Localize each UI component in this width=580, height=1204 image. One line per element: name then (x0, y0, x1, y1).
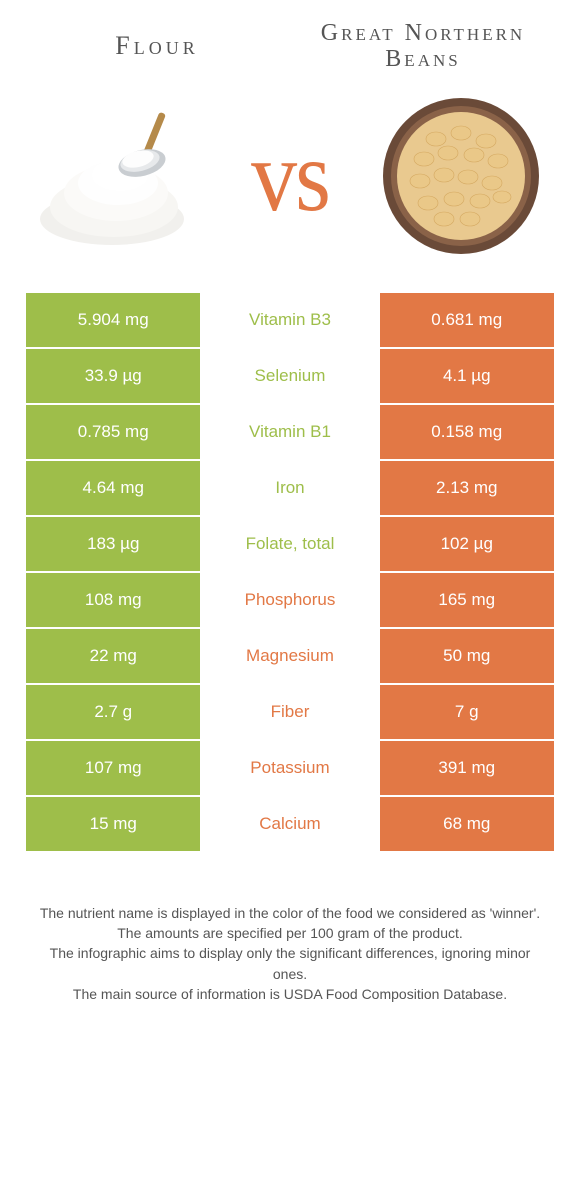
table-row: 107 mgPotassium391 mg (25, 740, 555, 796)
nutrient-label-cell: Fiber (201, 684, 378, 740)
left-value-cell: 5.904 mg (25, 292, 201, 348)
right-value-cell: 391 mg (379, 740, 556, 796)
nutrient-label-cell: Iron (201, 460, 378, 516)
right-value-cell: 102 µg (379, 516, 556, 572)
nutrient-label-cell: Potassium (201, 740, 378, 796)
right-value-cell: 2.13 mg (379, 460, 556, 516)
table-row: 33.9 µgSelenium4.1 µg (25, 348, 555, 404)
right-food-title: Great Northern Beans (290, 20, 556, 73)
nutrient-label-cell: Calcium (201, 796, 378, 852)
vs-label: vs (245, 117, 335, 234)
nutrient-label-cell: Vitamin B3 (201, 292, 378, 348)
table-row: 0.785 mgVitamin B10.158 mg (25, 404, 555, 460)
right-title-box: Great Northern Beans (290, 20, 556, 73)
table-row: 183 µgFolate, total102 µg (25, 516, 555, 572)
left-value-cell: 183 µg (25, 516, 201, 572)
footer-line-2: The amounts are specified per 100 gram o… (34, 923, 546, 943)
nutrient-label-cell: Vitamin B1 (201, 404, 378, 460)
table-row: 2.7 gFiber7 g (25, 684, 555, 740)
left-food-title: Flour (24, 32, 290, 61)
images-row: vs (24, 91, 556, 291)
right-value-cell: 50 mg (379, 628, 556, 684)
table-row: 5.904 mgVitamin B30.681 mg (25, 292, 555, 348)
comparison-table: 5.904 mgVitamin B30.681 mg33.9 µgSeleniu… (24, 291, 556, 853)
left-title-box: Flour (24, 32, 290, 61)
left-value-cell: 2.7 g (25, 684, 201, 740)
flour-icon (34, 91, 204, 261)
right-value-cell: 68 mg (379, 796, 556, 852)
footer-line-1: The nutrient name is displayed in the co… (34, 903, 546, 923)
left-value-cell: 4.64 mg (25, 460, 201, 516)
right-value-cell: 165 mg (379, 572, 556, 628)
infographic-container: Flour Great Northern Beans vs (0, 0, 580, 1004)
right-value-cell: 0.158 mg (379, 404, 556, 460)
table-row: 22 mgMagnesium50 mg (25, 628, 555, 684)
beans-icon (376, 91, 546, 261)
left-value-cell: 0.785 mg (25, 404, 201, 460)
table-row: 4.64 mgIron2.13 mg (25, 460, 555, 516)
nutrient-label-cell: Folate, total (201, 516, 378, 572)
footer-line-4: The main source of information is USDA F… (34, 984, 546, 1004)
nutrient-label-cell: Selenium (201, 348, 378, 404)
left-value-cell: 108 mg (25, 572, 201, 628)
nutrient-label-cell: Phosphorus (201, 572, 378, 628)
footer-notes: The nutrient name is displayed in the co… (24, 903, 556, 1004)
table-row: 15 mgCalcium68 mg (25, 796, 555, 852)
left-value-cell: 15 mg (25, 796, 201, 852)
right-value-cell: 4.1 µg (379, 348, 556, 404)
left-value-cell: 33.9 µg (25, 348, 201, 404)
right-value-cell: 0.681 mg (379, 292, 556, 348)
left-value-cell: 22 mg (25, 628, 201, 684)
table-row: 108 mgPhosphorus165 mg (25, 572, 555, 628)
title-row: Flour Great Northern Beans (24, 20, 556, 73)
nutrient-label-cell: Magnesium (201, 628, 378, 684)
left-food-image (34, 91, 204, 261)
left-value-cell: 107 mg (25, 740, 201, 796)
right-value-cell: 7 g (379, 684, 556, 740)
right-food-image (376, 91, 546, 261)
footer-line-3: The infographic aims to display only the… (34, 943, 546, 984)
